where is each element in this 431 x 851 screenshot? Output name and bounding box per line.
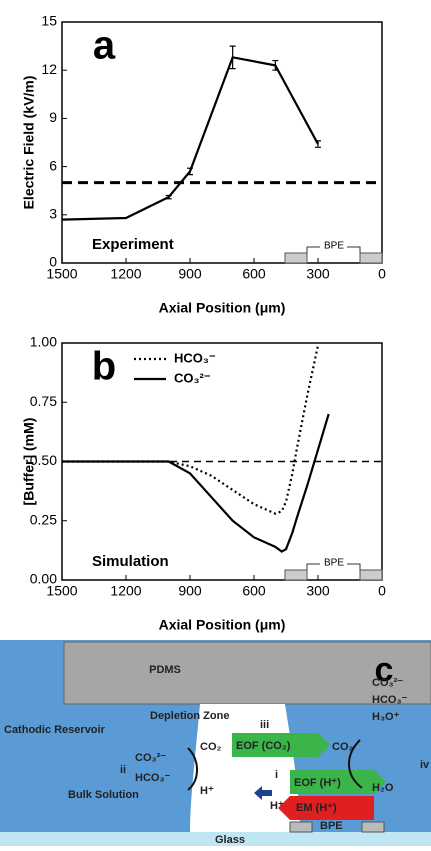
legend-label: CO₃²⁻ xyxy=(174,370,211,385)
x-tick-label: 900 xyxy=(178,266,202,282)
series-line xyxy=(62,345,320,515)
annotation: Experiment xyxy=(92,236,174,253)
x-tick-label: 600 xyxy=(242,583,266,599)
pdms-block xyxy=(63,641,431,705)
annotation: Simulation xyxy=(92,553,169,570)
label: EOF (H⁺) xyxy=(294,777,341,789)
label: H₂O xyxy=(372,782,394,794)
panel-label: b xyxy=(92,345,116,389)
label: HCO₃⁻ xyxy=(135,772,171,784)
label: H⁺ xyxy=(200,785,214,797)
y-tick-label: 3 xyxy=(49,206,57,222)
y-tick-label: 9 xyxy=(49,109,57,125)
bpe-label: BPE xyxy=(324,558,344,569)
label: PDMS xyxy=(149,664,181,676)
y-axis-label: Electric Field (kV/m) xyxy=(21,76,37,210)
x-tick-label: 1500 xyxy=(46,266,77,282)
label: EOF (CO₂) xyxy=(236,740,291,752)
bpe-electrode xyxy=(284,569,308,581)
label: i xyxy=(275,769,278,781)
panel-label: a xyxy=(93,24,116,68)
error-bar xyxy=(165,194,172,200)
y-tick-label: 1.00 xyxy=(30,334,57,350)
bpe-electrode xyxy=(284,252,308,264)
y-axis-label: [Buffer] (mM) xyxy=(21,418,37,506)
bpe-bracket xyxy=(306,563,361,570)
glass xyxy=(0,832,431,846)
label: CO₂ xyxy=(332,741,354,753)
legend-label: HCO₃⁻ xyxy=(174,350,216,365)
x-tick-label: 0 xyxy=(378,266,386,282)
error-bar xyxy=(229,45,236,70)
plot-frame xyxy=(61,21,383,264)
label: HCO₃⁻ xyxy=(372,694,408,706)
bpe-electrode xyxy=(289,821,313,833)
y-tick-label: 12 xyxy=(41,61,57,77)
x-tick-label: 300 xyxy=(306,583,330,599)
x-tick-label: 900 xyxy=(178,583,202,599)
y-tick-label: 0.00 xyxy=(30,571,57,587)
arrow xyxy=(254,786,272,800)
bpe-electrode xyxy=(359,252,383,264)
error-bar xyxy=(315,140,321,148)
x-tick-label: 1200 xyxy=(110,266,141,282)
label: H⁺ xyxy=(270,800,284,812)
y-tick-label: 0 xyxy=(49,254,57,270)
x-tick-label: 0 xyxy=(378,583,386,599)
series-line xyxy=(62,413,330,553)
label: CO₂ xyxy=(200,741,222,753)
x-axis-label: Axial Position (μm) xyxy=(159,300,286,316)
label: Depletion Zone xyxy=(150,710,229,722)
eof-arrow xyxy=(232,733,330,757)
y-tick-label: 6 xyxy=(49,157,57,173)
bpe-electrode xyxy=(359,569,383,581)
label: H₃O⁺ xyxy=(372,711,400,723)
bpe-electrode xyxy=(361,821,385,833)
y-tick-label: 0.75 xyxy=(30,393,57,409)
y-tick-label: 15 xyxy=(41,13,57,29)
panel-label: c xyxy=(375,651,394,689)
label: ii xyxy=(120,764,126,776)
x-axis-label: Axial Position (μm) xyxy=(159,617,286,633)
reaction-arrow xyxy=(187,747,198,791)
y-tick-label: 0.25 xyxy=(30,511,57,527)
bpe-label: BPE xyxy=(324,241,344,252)
label: Cathodic Reservoir xyxy=(4,724,106,736)
label: iv xyxy=(420,759,430,771)
error-bar xyxy=(187,167,193,176)
label: Bulk Solution xyxy=(68,789,139,801)
label: EM (H⁺) xyxy=(296,802,337,814)
series-line xyxy=(61,56,319,221)
bpe-bracket xyxy=(306,246,361,253)
x-tick-label: 1500 xyxy=(46,583,77,599)
label: CO₃²⁻ xyxy=(135,752,166,764)
label: BPE xyxy=(320,820,343,832)
error-bar xyxy=(272,59,279,71)
label: CO₃²⁻ xyxy=(372,677,403,689)
x-tick-label: 600 xyxy=(242,266,266,282)
label: iii xyxy=(260,719,269,731)
y-tick-label: 0.50 xyxy=(30,452,57,468)
x-tick-label: 1200 xyxy=(110,583,141,599)
reaction-arrow xyxy=(348,739,363,789)
em-arrow xyxy=(278,796,374,820)
x-tick-label: 300 xyxy=(306,266,330,282)
label: Glass xyxy=(215,834,245,846)
